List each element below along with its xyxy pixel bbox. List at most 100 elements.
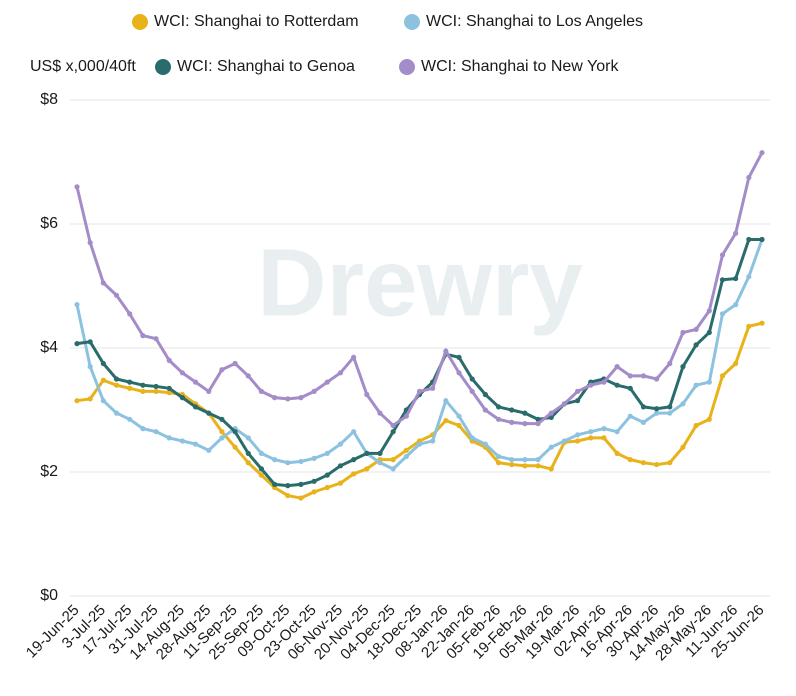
data-point bbox=[337, 480, 344, 486]
data-point bbox=[364, 450, 370, 456]
data-point bbox=[574, 388, 581, 394]
data-point bbox=[588, 435, 594, 441]
data-point bbox=[430, 438, 436, 444]
data-point bbox=[667, 410, 673, 416]
data-point bbox=[127, 311, 133, 317]
data-point bbox=[206, 410, 212, 416]
data-point bbox=[535, 421, 541, 427]
data-point bbox=[733, 230, 739, 236]
data-point bbox=[87, 240, 93, 246]
data-point bbox=[113, 292, 120, 298]
data-point bbox=[298, 481, 304, 487]
data-point bbox=[574, 438, 581, 444]
data-point bbox=[390, 429, 396, 435]
data-point bbox=[113, 410, 120, 416]
data-point bbox=[100, 398, 106, 404]
data-point bbox=[548, 466, 554, 472]
data-point bbox=[495, 453, 502, 460]
data-point bbox=[298, 395, 304, 401]
data-point bbox=[601, 426, 607, 432]
data-point bbox=[640, 404, 647, 410]
data-point bbox=[759, 320, 765, 326]
data-point bbox=[443, 398, 449, 404]
data-point bbox=[482, 407, 488, 413]
legend-marker bbox=[399, 59, 415, 75]
data-point bbox=[74, 302, 80, 308]
data-point bbox=[298, 495, 304, 501]
data-point bbox=[574, 432, 581, 438]
data-point bbox=[232, 360, 238, 367]
data-point bbox=[522, 421, 528, 427]
data-point bbox=[113, 376, 120, 382]
data-point bbox=[166, 435, 172, 441]
data-point bbox=[258, 388, 265, 394]
data-point bbox=[324, 484, 330, 491]
data-point bbox=[693, 382, 699, 388]
data-point bbox=[746, 323, 752, 329]
data-point bbox=[759, 150, 765, 156]
data-point bbox=[759, 236, 765, 243]
data-point bbox=[351, 471, 357, 477]
data-point bbox=[654, 410, 660, 416]
data-point bbox=[337, 441, 344, 447]
data-point bbox=[403, 453, 409, 460]
data-point bbox=[614, 450, 620, 456]
data-point bbox=[416, 388, 423, 394]
data-point bbox=[285, 492, 291, 499]
data-point bbox=[258, 472, 265, 478]
data-point bbox=[654, 376, 660, 382]
data-point bbox=[245, 460, 251, 466]
data-point bbox=[706, 379, 712, 385]
data-point bbox=[522, 463, 528, 469]
data-point bbox=[456, 370, 462, 376]
legend-label: WCI: Shanghai to Los Angeles bbox=[426, 13, 643, 30]
data-point bbox=[232, 429, 238, 435]
data-point bbox=[337, 463, 344, 469]
data-point bbox=[219, 416, 225, 422]
data-point bbox=[627, 413, 633, 419]
data-point bbox=[192, 441, 199, 447]
data-point bbox=[166, 385, 172, 391]
data-point bbox=[601, 379, 607, 385]
data-point bbox=[561, 438, 568, 444]
data-point bbox=[574, 398, 581, 404]
data-point bbox=[693, 342, 699, 348]
data-point bbox=[245, 435, 251, 441]
data-point bbox=[140, 388, 146, 394]
data-point bbox=[719, 373, 726, 379]
data-point bbox=[640, 460, 647, 466]
data-point bbox=[153, 388, 159, 394]
data-point bbox=[271, 457, 278, 463]
data-point bbox=[509, 461, 515, 468]
watermark: Drewry bbox=[257, 229, 583, 336]
legend-label: WCI: Shanghai to Rotterdam bbox=[154, 13, 359, 30]
data-point bbox=[456, 354, 462, 360]
data-point bbox=[87, 339, 93, 345]
data-point bbox=[245, 450, 251, 456]
data-point bbox=[535, 457, 541, 463]
data-point bbox=[219, 429, 225, 435]
data-point bbox=[680, 364, 686, 370]
data-point bbox=[746, 236, 752, 243]
data-point bbox=[206, 388, 212, 394]
data-point bbox=[192, 404, 199, 410]
legend-label: WCI: Shanghai to New York bbox=[421, 58, 619, 75]
data-point bbox=[113, 382, 120, 388]
data-point bbox=[535, 463, 541, 469]
data-point bbox=[733, 360, 739, 367]
data-point bbox=[351, 354, 357, 360]
data-point bbox=[509, 407, 515, 413]
data-point bbox=[654, 461, 660, 468]
data-point bbox=[206, 447, 212, 453]
data-point bbox=[351, 429, 357, 435]
data-point bbox=[627, 373, 633, 379]
data-point bbox=[548, 414, 554, 421]
data-point bbox=[522, 410, 528, 416]
data-point bbox=[258, 466, 265, 472]
data-point bbox=[74, 184, 80, 190]
data-point bbox=[614, 429, 620, 435]
data-point bbox=[74, 398, 80, 404]
data-point bbox=[561, 401, 568, 407]
data-point bbox=[311, 478, 317, 484]
data-point bbox=[245, 373, 251, 379]
